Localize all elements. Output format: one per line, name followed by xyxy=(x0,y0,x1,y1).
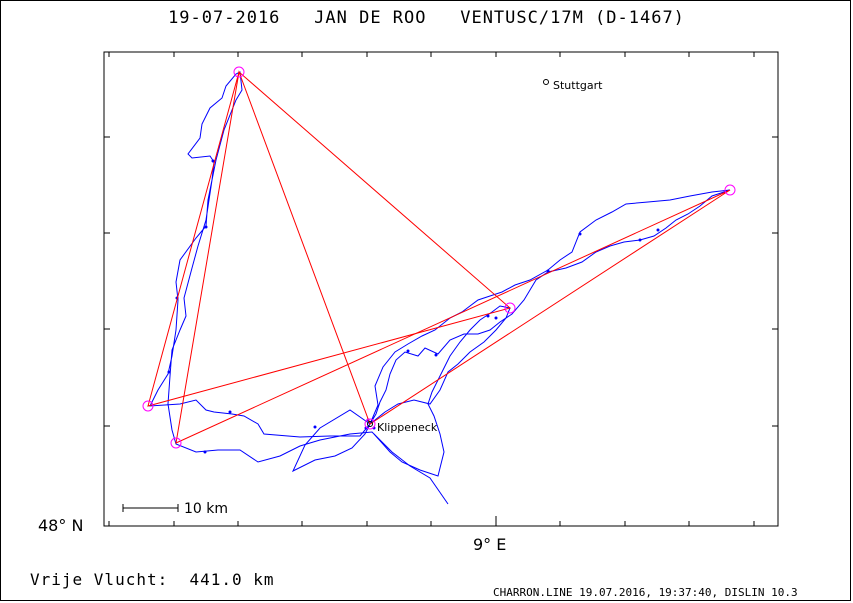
turnpoint-west xyxy=(142,400,154,412)
axis-ticks xyxy=(104,52,778,526)
stuttgart-marker xyxy=(543,79,549,85)
flight-date: 19-07-2016 xyxy=(168,8,281,28)
place-stuttgart: Stuttgart xyxy=(553,79,603,92)
lon-label: 9° E xyxy=(473,535,506,554)
pilot-name: JAN DE ROO xyxy=(314,8,427,28)
task-triangle-north xyxy=(147,71,512,407)
task-legs-east xyxy=(175,70,731,444)
track-return-leg xyxy=(369,305,511,477)
turnpoint-east xyxy=(724,184,736,196)
glider-type: VENTUSC/17M (D-1467) xyxy=(460,8,685,28)
klippeneck-marker xyxy=(367,421,373,427)
turnpoint-southwest xyxy=(170,437,182,449)
flight-title: 19-07-2016 JAN DE ROO VENTUSC/17M (D-146… xyxy=(0,8,853,28)
track-south-leg xyxy=(149,71,449,505)
scale-bar xyxy=(122,504,179,512)
track-fixes xyxy=(167,159,660,454)
distance-label: Vrije Vlucht: 441.0 km xyxy=(30,570,275,589)
track-north-leg xyxy=(291,189,731,473)
turnpoint-start xyxy=(364,418,376,430)
gps-track xyxy=(149,71,731,505)
scale-label: 10 km xyxy=(184,501,228,517)
turnpoints xyxy=(142,66,736,449)
turnpoint-center xyxy=(504,302,516,314)
turnpoint-north xyxy=(233,66,245,78)
lat-label: 48° N xyxy=(38,516,83,535)
credit-line: CHARRON.LINE 19.07.2016, 19:37:40, DISLI… xyxy=(493,586,798,599)
plot-frame xyxy=(103,51,779,527)
place-klippeneck: Klippeneck xyxy=(377,421,438,434)
